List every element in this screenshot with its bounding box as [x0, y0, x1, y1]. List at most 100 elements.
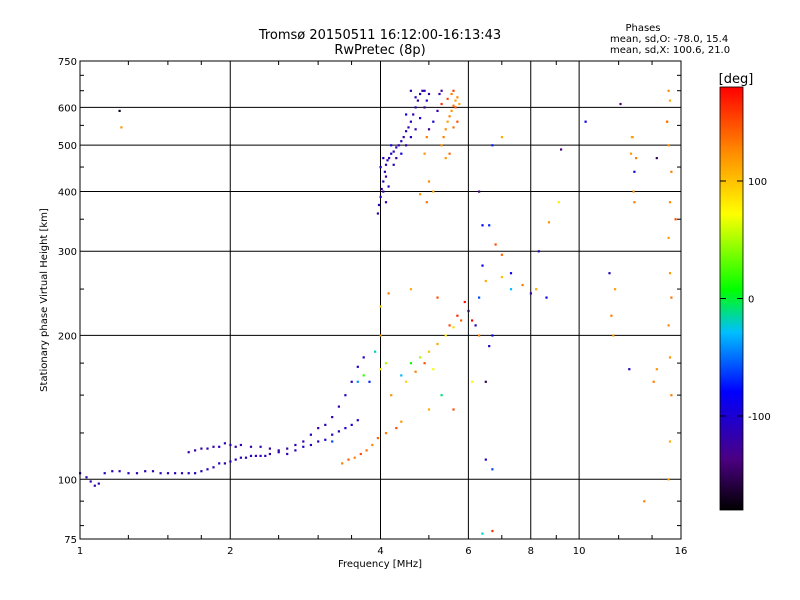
data-point: [452, 104, 455, 107]
data-point: [331, 433, 334, 436]
data-point: [423, 106, 426, 109]
data-point: [667, 324, 670, 327]
data-point: [425, 136, 428, 139]
data-point: [674, 218, 677, 221]
data-point: [379, 305, 382, 308]
data-point: [223, 462, 226, 465]
data-point: [135, 472, 139, 475]
data-point: [458, 102, 461, 106]
data-point: [362, 356, 365, 359]
data-point: [356, 419, 359, 422]
data-point: [118, 470, 121, 473]
data-point: [187, 451, 190, 454]
data-point: [379, 334, 382, 337]
data-point: [432, 368, 435, 371]
data-point: [427, 92, 431, 96]
data-point: [380, 187, 383, 191]
stats-line-x: mean, sd,X: 100.6, 21.0: [610, 45, 730, 56]
data-point: [667, 478, 670, 481]
data-point: [432, 120, 435, 123]
data-point: [474, 324, 477, 327]
data-point: [309, 443, 312, 447]
data-point: [491, 529, 494, 533]
data-point: [362, 374, 365, 377]
data-point: [390, 144, 393, 147]
data-point: [478, 334, 481, 337]
chart-subtitle: RwPretec (8p): [334, 43, 425, 58]
y-tick-label: 300: [58, 247, 77, 258]
data-point: [379, 368, 382, 371]
data-point: [452, 408, 455, 411]
data-point: [166, 472, 170, 475]
data-point: [491, 468, 494, 471]
data-point: [324, 438, 327, 441]
y-tick-label: 750: [58, 57, 77, 68]
x-tick-label: 2: [227, 546, 233, 557]
data-point: [350, 380, 353, 383]
data-point: [277, 449, 280, 452]
data-point: [432, 190, 435, 193]
data-point: [450, 109, 453, 112]
data-point: [655, 157, 658, 160]
data-point: [471, 319, 474, 322]
data-point: [655, 368, 658, 371]
data-point: [392, 150, 395, 153]
data-point: [670, 296, 673, 299]
data-point: [409, 120, 412, 123]
data-point: [668, 440, 672, 443]
data-point: [427, 128, 431, 131]
data-point: [384, 201, 388, 204]
data-point: [488, 224, 491, 227]
data-point: [384, 362, 388, 365]
data-point: [337, 430, 340, 433]
data-point: [392, 163, 395, 166]
data-point: [484, 279, 487, 283]
data-point: [427, 408, 431, 411]
data-point: [144, 470, 147, 473]
data-point: [423, 152, 426, 155]
colorbar-ticks: 100 0 -100: [720, 177, 771, 423]
data-point: [560, 148, 563, 151]
data-point: [317, 427, 320, 430]
data-point: [452, 89, 455, 92]
data-point: [127, 472, 130, 475]
data-point: [416, 99, 419, 102]
data-point: [421, 89, 424, 92]
data-point: [223, 442, 226, 445]
data-point: [619, 102, 622, 106]
data-point: [239, 456, 242, 459]
x-tick-label: 4: [377, 546, 383, 557]
y-tick-label: 600: [58, 103, 77, 114]
data-point: [446, 97, 449, 100]
data-point: [397, 144, 400, 147]
data-point: [537, 250, 540, 253]
data-point: [545, 296, 548, 299]
data-point: [500, 276, 503, 279]
data-point: [400, 374, 403, 377]
data-point: [628, 368, 631, 371]
data-point: [259, 445, 262, 448]
data-point: [500, 253, 503, 256]
data-point: [206, 447, 209, 450]
data-point: [337, 405, 340, 408]
data-point: [159, 472, 162, 475]
data-point: [467, 309, 470, 313]
chart-title: Tromsø 20150511 16:12:00-16:13:43: [258, 28, 501, 43]
x-tick-label: 1: [77, 546, 83, 557]
data-point: [509, 272, 513, 275]
data-point: [454, 99, 457, 102]
data-point: [347, 458, 350, 461]
data-point: [302, 440, 305, 443]
data-point: [529, 292, 532, 295]
x-tick-label: 10: [573, 546, 586, 557]
data-point: [400, 420, 403, 423]
data-point: [365, 449, 368, 452]
data-point: [294, 443, 297, 447]
data-point: [412, 113, 415, 116]
data-point: [436, 109, 439, 112]
data-point: [85, 476, 88, 479]
data-point: [371, 443, 374, 447]
data-point: [440, 89, 443, 92]
data-point: [494, 243, 497, 246]
